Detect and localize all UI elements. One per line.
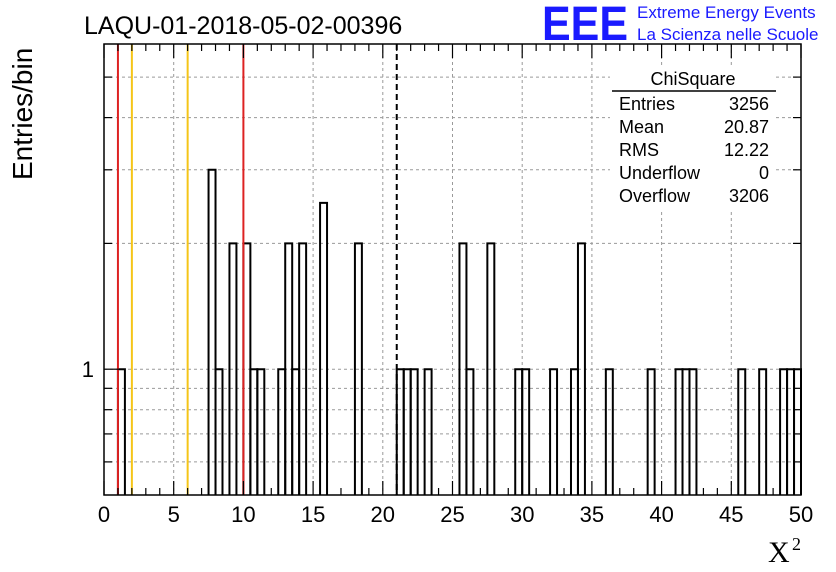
- stats-value: 12.22: [724, 140, 769, 160]
- x-tick-label: 25: [440, 502, 464, 527]
- histogram-bin: [207, 168, 217, 495]
- histogram-bin: [228, 242, 238, 495]
- stats-label: RMS: [619, 140, 659, 160]
- stats-value: 3256: [729, 94, 769, 114]
- x-tick-label: 30: [510, 502, 534, 527]
- stats-value: 20.87: [724, 117, 769, 137]
- histogram-bin: [256, 368, 266, 495]
- stats-label: Mean: [619, 117, 664, 137]
- histogram-bin: [214, 368, 224, 495]
- histogram-bin: [465, 368, 475, 495]
- logo-line-2: La Scienza nelle Scuole: [637, 25, 818, 44]
- histogram-bin: [646, 368, 656, 495]
- x-tick-label: 0: [98, 502, 110, 527]
- stats-label: Overflow: [619, 186, 691, 206]
- y-axis-label: Entries/bin: [7, 48, 38, 180]
- x-tick-label: 45: [719, 502, 743, 527]
- histogram-bin: [409, 368, 419, 495]
- histogram-bin: [758, 368, 768, 495]
- threshold-lines: [116, 44, 398, 495]
- x-axis-label-sup: 2: [792, 534, 801, 554]
- grid: [104, 44, 801, 495]
- stats-label: Underflow: [619, 163, 701, 183]
- chart-title: LAQU-01-2018-05-02-00396: [84, 12, 402, 40]
- x-tick-label: 15: [301, 502, 325, 527]
- x-tick-label: 50: [789, 502, 813, 527]
- eee-logo: EEE Extreme Energy Events La Scienza nel…: [542, 0, 818, 51]
- histogram-bin: [737, 368, 747, 495]
- logo-letters: EEE: [542, 0, 628, 51]
- histogram-bin: [549, 368, 559, 495]
- histogram-bin: [521, 368, 531, 495]
- histogram-bin: [486, 242, 496, 495]
- stats-title: ChiSquare: [650, 69, 735, 89]
- x-tick-label: 35: [580, 502, 604, 527]
- x-tick-label: 20: [371, 502, 395, 527]
- x-tick-label: 5: [168, 502, 180, 527]
- x-tick-label: 10: [231, 502, 255, 527]
- stats-value: 0: [759, 163, 769, 183]
- histogram-series: [116, 168, 802, 495]
- stats-box: ChiSquare Entries 3256 Mean 20.87 RMS 12.22 Un…: [610, 66, 776, 212]
- histogram-bin: [298, 242, 308, 495]
- stats-label: Entries: [619, 94, 675, 114]
- x-tick-label: 40: [649, 502, 673, 527]
- y-tick-label: 1: [82, 357, 94, 382]
- stats-value: 3206: [729, 186, 769, 206]
- x-axis-label-main: X: [768, 536, 790, 569]
- histogram-bin: [353, 242, 363, 495]
- histogram-bin: [319, 201, 329, 495]
- axes: 0 5 10 15 20 25 30 35 40 45 50 1: [82, 43, 813, 527]
- logo-line-1: Extreme Energy Events: [637, 3, 816, 22]
- histogram-bin: [688, 368, 698, 495]
- x-axis-label: X 2: [768, 534, 801, 569]
- histogram-bin: [576, 242, 586, 495]
- histogram-bin: [423, 368, 433, 495]
- histogram-bin: [604, 368, 614, 495]
